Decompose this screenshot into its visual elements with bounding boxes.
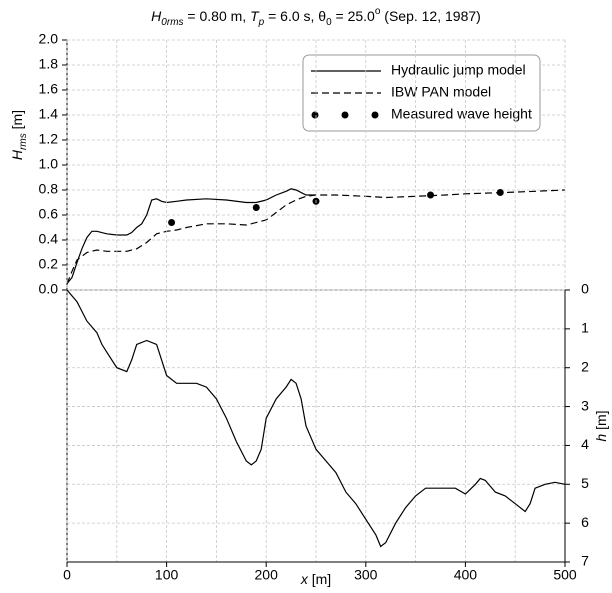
y-tick-label: 0.8 <box>39 181 59 197</box>
line-series <box>66 189 566 285</box>
y-tick-label: 0 <box>581 281 589 297</box>
y-axis-label-part: H <box>9 149 25 160</box>
x-tick-label: 500 <box>553 567 577 583</box>
y-tick-label: 3 <box>581 397 589 413</box>
legend-marker <box>341 111 349 119</box>
line-series <box>66 289 566 548</box>
y-axis-label-part: h <box>593 434 609 442</box>
y-tick-label: 0.4 <box>39 231 59 247</box>
chart-title-part: = 25.0 <box>332 8 375 24</box>
chart-title-part: = 6.0 s, θ <box>264 8 326 24</box>
data-point <box>252 204 260 211</box>
chart-title-part: T <box>250 8 260 24</box>
chart-title: H0rms = 0.80 m, Tp = 6.0 s, θ0 = 25.0o (… <box>151 6 481 28</box>
y-tick-label: 6 <box>581 514 589 530</box>
chart-title-part: 0 <box>326 17 332 28</box>
chart-title-part: p <box>258 17 265 28</box>
x-axis-label-part: [m] <box>308 571 331 587</box>
legend-marker <box>371 111 379 119</box>
y-tick-label: 2.0 <box>39 31 59 47</box>
x-tick-label: 0 <box>63 567 71 583</box>
y-tick-label: 5 <box>581 475 589 491</box>
line-series <box>66 188 316 285</box>
legend-marker <box>311 111 319 119</box>
y-tick-label: 1 <box>581 320 589 336</box>
y-axis-label-part: [m] <box>9 110 25 133</box>
x-axis-label: x [m] <box>300 571 331 587</box>
y-tick-label: 4 <box>581 436 589 452</box>
legend-box <box>302 54 541 132</box>
data-point <box>168 219 176 226</box>
chart-title-part: o <box>375 6 381 17</box>
chart-title-part: H <box>151 8 162 24</box>
legend-label: Hydraulic jump model <box>391 62 526 78</box>
x-tick-label: 400 <box>454 567 478 583</box>
legend-label: Measured wave height <box>391 106 532 122</box>
y-axis-label: Hrms [m] <box>9 110 29 160</box>
data-point <box>496 189 504 196</box>
chart-title-part: = 0.80 m, <box>184 8 251 24</box>
chart-title-part: (Sep. 12, 1987) <box>380 8 480 24</box>
y-axis-label: h [m] <box>593 410 609 441</box>
y-tick-label: 1.2 <box>39 131 59 147</box>
legend-label: IBW PAN model <box>391 84 491 100</box>
y-tick-label: 1.6 <box>39 81 59 97</box>
chart-title-part: 0rms <box>161 17 183 28</box>
x-axis-label-part: x <box>300 571 309 587</box>
y-tick-label: 7 <box>581 553 589 569</box>
y-tick-label: 0.2 <box>39 256 59 272</box>
y-tick-label: 0.6 <box>39 206 59 222</box>
y-axis-label-part: [m] <box>593 410 609 433</box>
y-axis-label-part: rms <box>18 133 29 150</box>
x-tick-label: 200 <box>255 567 279 583</box>
x-tick-label: 100 <box>155 567 179 583</box>
y-tick-label: 2 <box>581 358 589 374</box>
y-tick-label: 0.0 <box>39 281 59 297</box>
y-tick-label: 1.8 <box>39 56 59 72</box>
y-tick-label: 1.0 <box>39 156 59 172</box>
y-tick-label: 1.4 <box>39 106 59 122</box>
data-point <box>427 191 435 199</box>
x-tick-label: 300 <box>354 567 378 583</box>
